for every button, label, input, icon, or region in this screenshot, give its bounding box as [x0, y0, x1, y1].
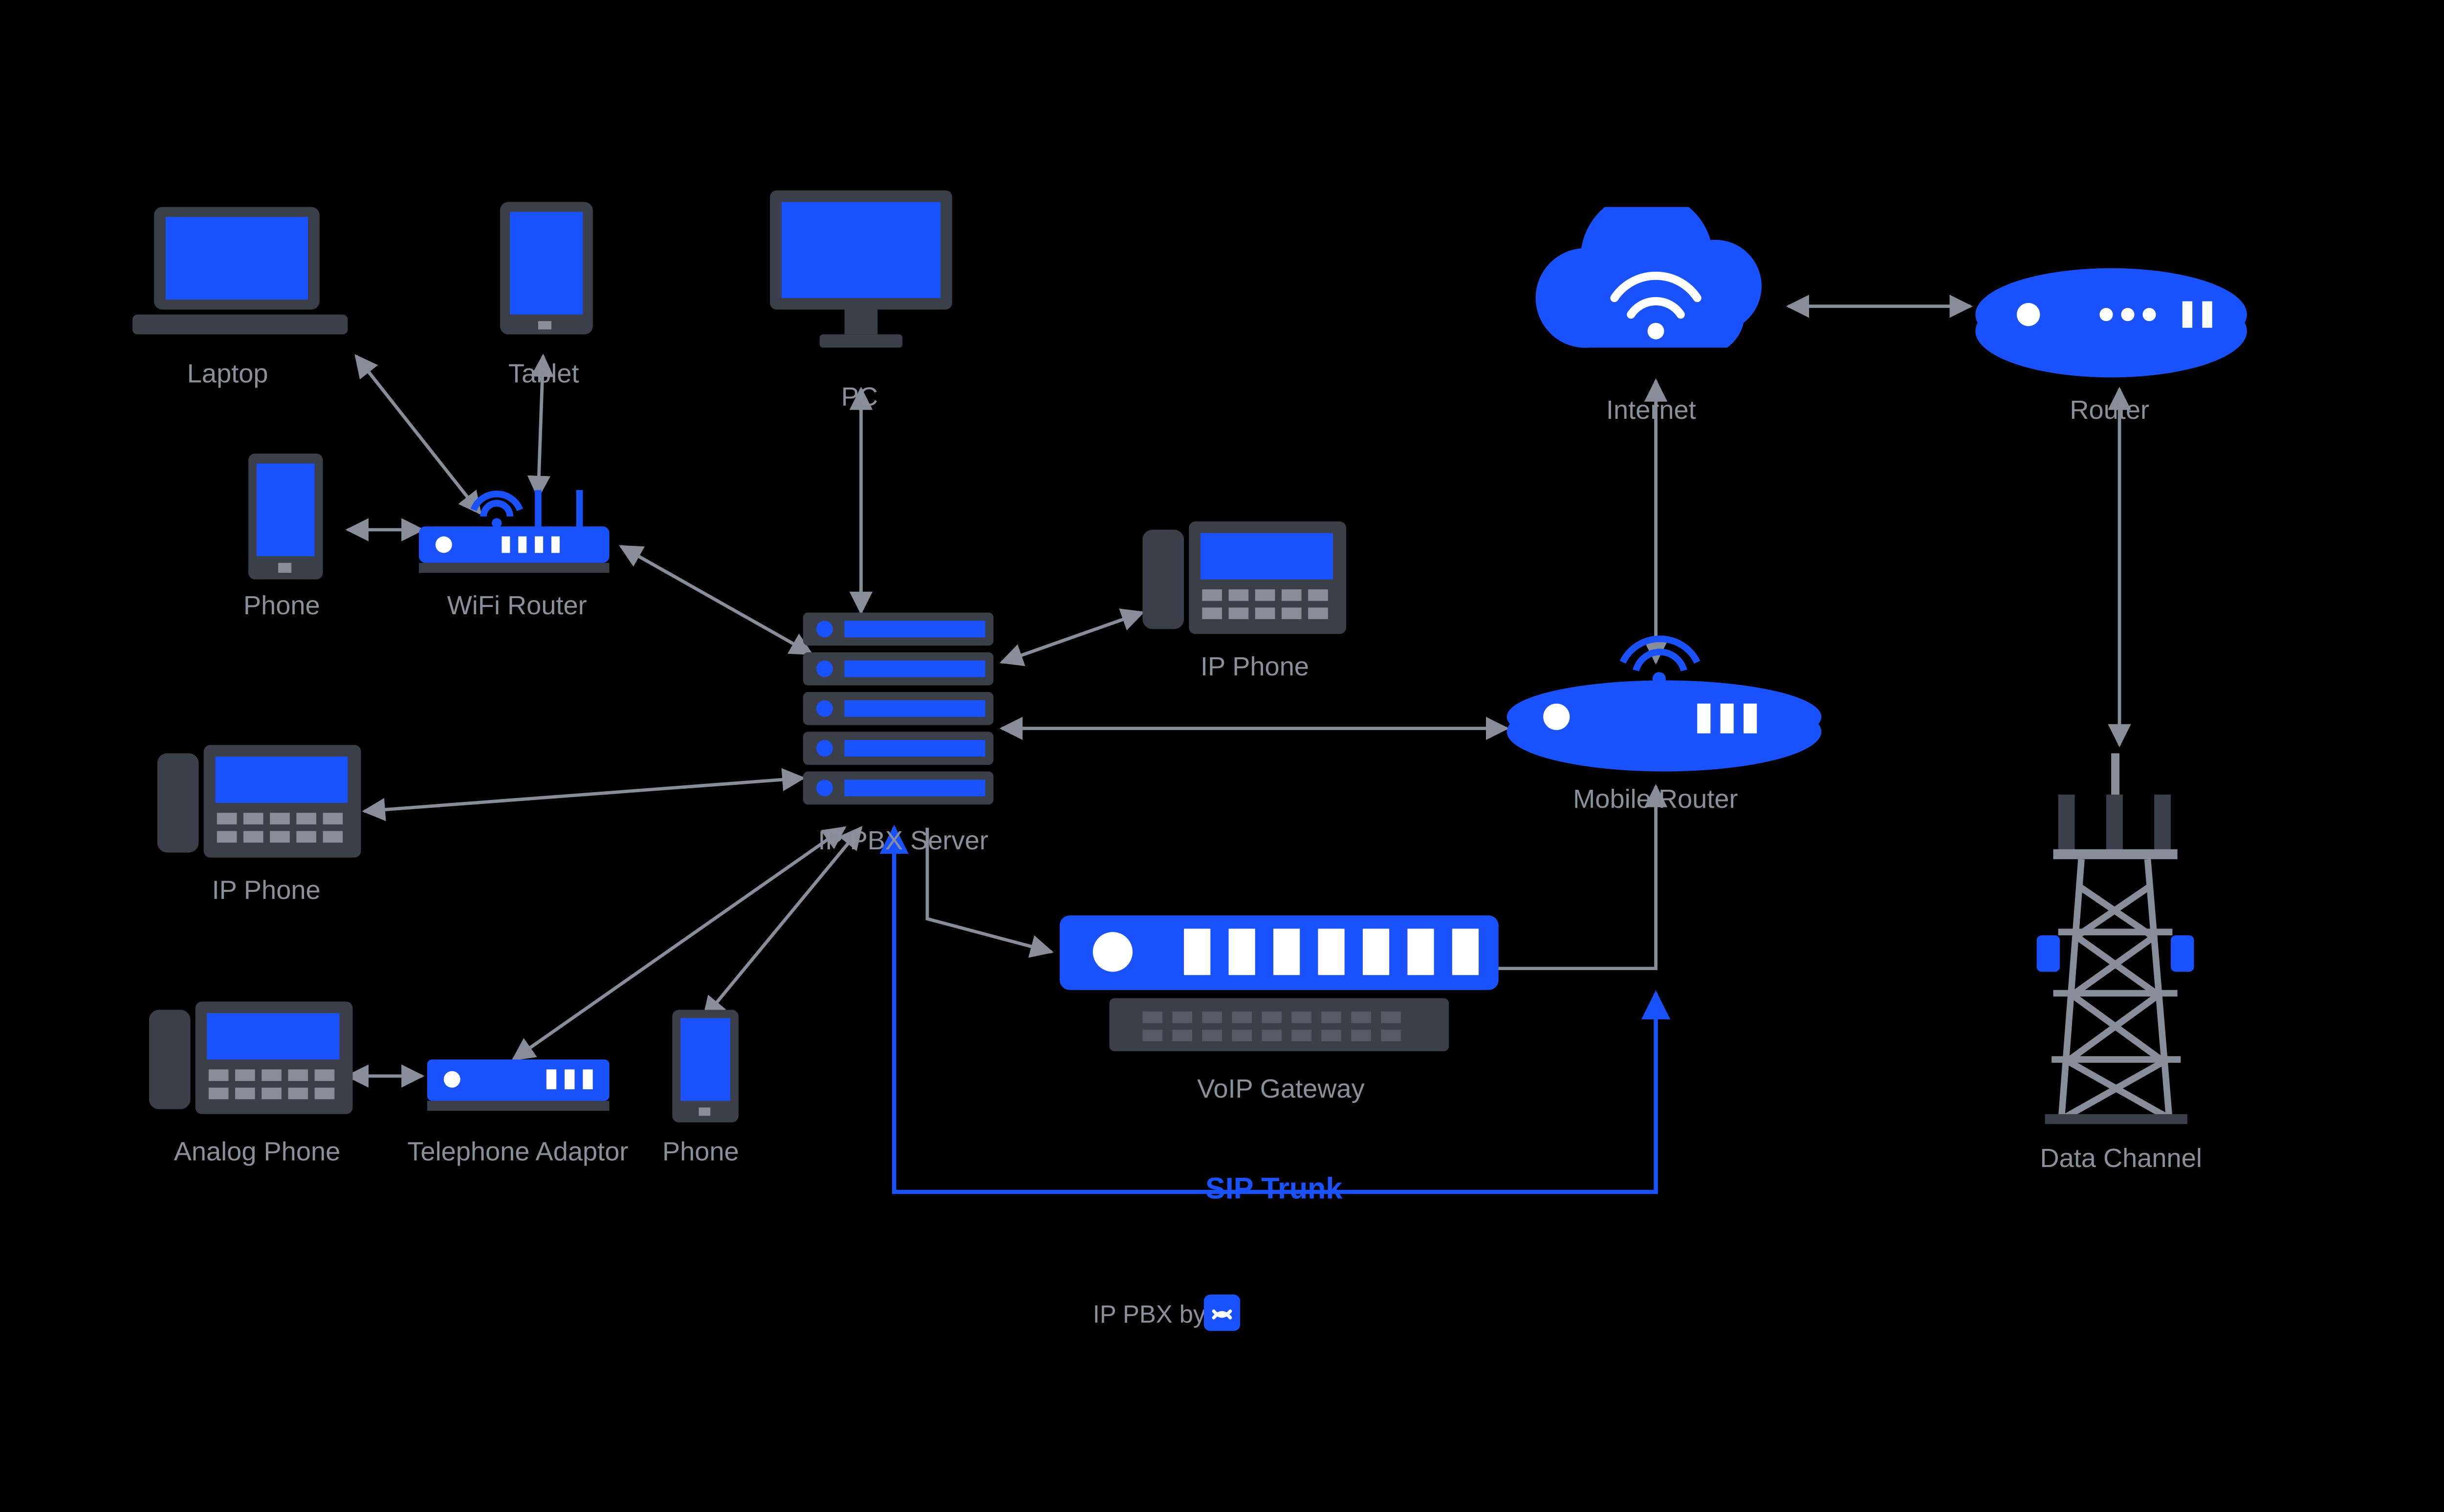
ipphone-top-label: IP Phone: [1200, 654, 1309, 684]
adaptor-icon: [422, 1051, 621, 1118]
cloud-icon: [1515, 207, 1797, 389]
phone3-label: Phone: [662, 1139, 739, 1169]
laptop-label: Laptop: [187, 361, 268, 390]
laptop-icon: [124, 199, 356, 348]
mobile-router-label: Mobile Router: [1573, 786, 1738, 816]
tablet-label: Tablet: [508, 361, 579, 390]
server-icon: [795, 612, 1010, 827]
pc-label: PC: [841, 384, 878, 414]
server-label: IP PBX Server: [818, 828, 988, 858]
analog-phone-label: Analog Phone: [174, 1139, 341, 1169]
voip-gateway-label: VoIP Gateway: [1197, 1076, 1365, 1106]
adaptor-label: Telephone Adaptor: [407, 1139, 628, 1169]
tower-icon: [2029, 753, 2211, 1134]
pc-icon: [753, 182, 968, 365]
wifi-router-icon: [411, 480, 626, 579]
mobile-router-icon: [1499, 629, 1830, 778]
cloud-router-label: Router: [2070, 397, 2149, 427]
ipphone-left-label: IP Phone: [212, 877, 321, 907]
tower-label: Data Channel: [2040, 1145, 2202, 1175]
analog-phone-icon: [149, 994, 364, 1126]
footer-text: IP PBX by: [1093, 1301, 1206, 1330]
cloud-label: Internet: [1606, 397, 1696, 427]
ipphone-left-icon: [157, 736, 372, 869]
phone3-icon: [666, 1007, 745, 1126]
ipphone-top-icon: [1142, 513, 1357, 646]
network-diagram: Laptop Tablet PC Internet Router Phone W…: [0, 0, 2444, 1417]
phone2-label: Phone: [243, 593, 320, 623]
sip-trunk-label: SIP Trunk: [1205, 1172, 1342, 1207]
voip-gateway-icon: [1043, 902, 1523, 1068]
mobile-icon: [240, 450, 331, 583]
cloud-router-icon: [1970, 248, 2252, 381]
footer-logo-icon: [1204, 1295, 1241, 1331]
wifi-router-label: WiFi Router: [447, 593, 587, 623]
tablet-icon: [497, 199, 596, 340]
